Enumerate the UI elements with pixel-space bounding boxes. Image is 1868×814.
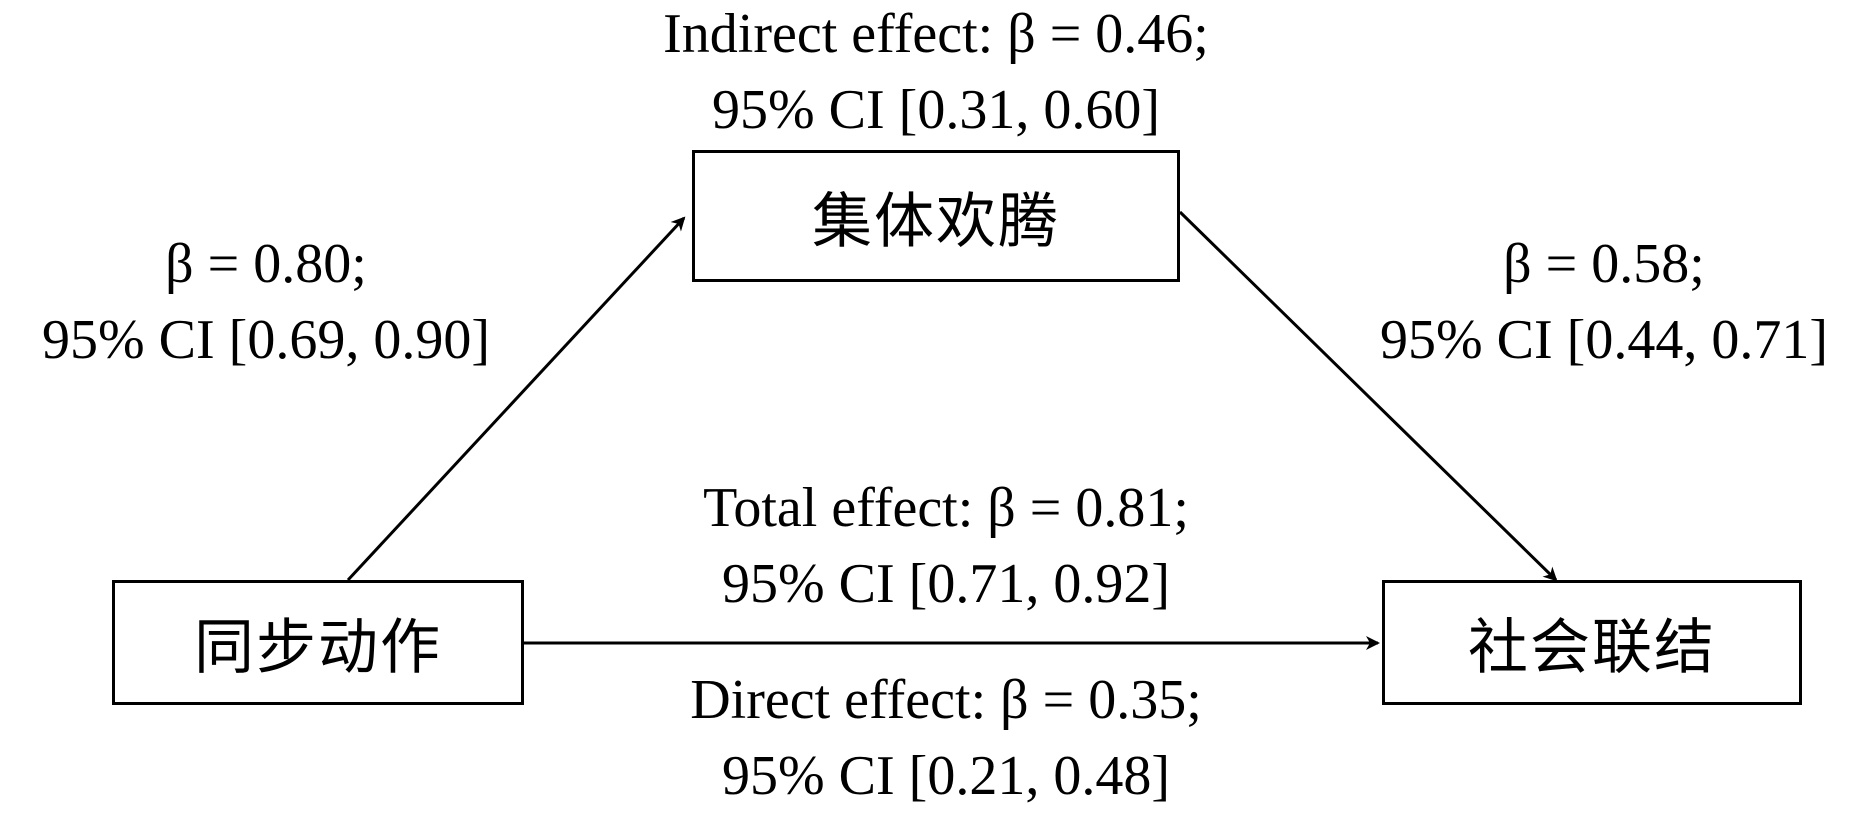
- dependent-node: 社会联结: [1382, 580, 1802, 705]
- indirect-effect-line1: Indirect effect: β = 0.46;: [663, 3, 1209, 65]
- path-b-label: β = 0.58; 95% CI [0.44, 0.71]: [1334, 226, 1868, 378]
- independent-node: 同步动作: [112, 580, 524, 705]
- arrow-a-path: [346, 216, 686, 582]
- mediator-node: 集体欢腾: [692, 150, 1180, 282]
- arrow-b-path: [1178, 210, 1558, 582]
- independent-label: 同步动作: [194, 613, 442, 683]
- direct-effect-label: Direct effect: β = 0.35; 95% CI [0.21, 0…: [596, 662, 1296, 814]
- direct-effect-line1: Direct effect: β = 0.35;: [690, 669, 1202, 731]
- total-effect-label: Total effect: β = 0.81; 95% CI [0.71, 0.…: [596, 470, 1296, 622]
- indirect-effect-line2: 95% CI [0.31, 0.60]: [712, 79, 1160, 141]
- dependent-label: 社会联结: [1468, 613, 1716, 683]
- path-a-line2: 95% CI [0.69, 0.90]: [42, 309, 490, 371]
- total-effect-line1: Total effect: β = 0.81;: [703, 477, 1189, 539]
- path-a-label: β = 0.80; 95% CI [0.69, 0.90]: [0, 226, 536, 378]
- mediator-label: 集体欢腾: [812, 186, 1060, 257]
- path-a-line1: β = 0.80;: [165, 233, 367, 295]
- total-effect-line2: 95% CI [0.71, 0.92]: [722, 553, 1170, 615]
- path-b-line2: 95% CI [0.44, 0.71]: [1380, 309, 1828, 371]
- direct-effect-line2: 95% CI [0.21, 0.48]: [722, 745, 1170, 807]
- indirect-effect-label: Indirect effect: β = 0.46; 95% CI [0.31,…: [566, 0, 1306, 148]
- path-b-line1: β = 0.58;: [1503, 233, 1705, 295]
